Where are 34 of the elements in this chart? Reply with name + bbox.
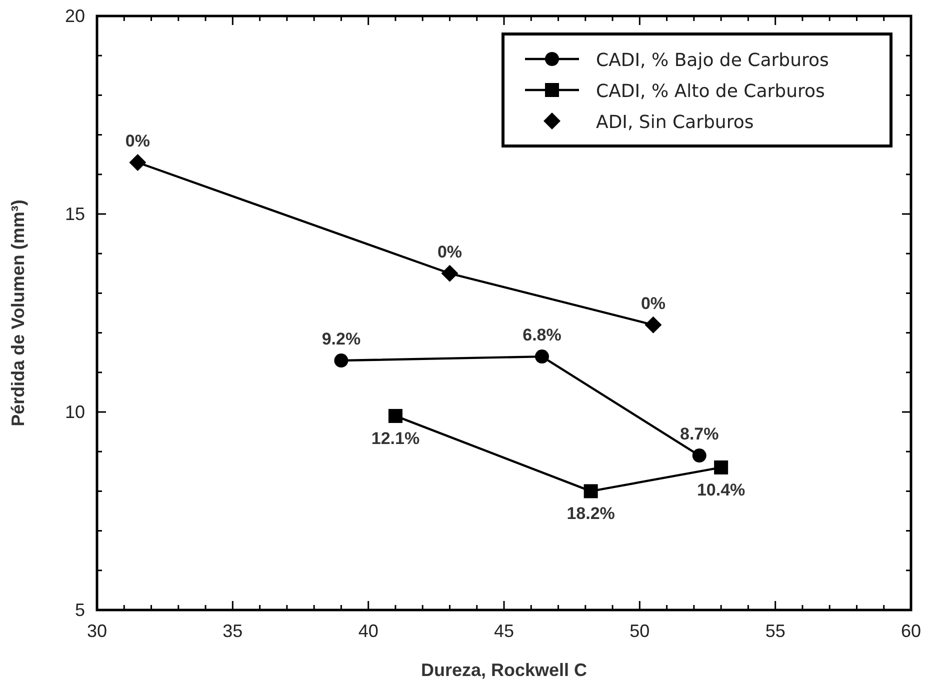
- x-tick-label: 60: [900, 621, 922, 641]
- annotation: 10.4%: [696, 480, 746, 500]
- x-tick-label: 50: [630, 621, 650, 641]
- point: [584, 484, 598, 498]
- point: [129, 154, 146, 172]
- point: [692, 448, 706, 463]
- annotation: 8.7%: [680, 424, 719, 444]
- point: [714, 460, 728, 474]
- x-tick-label: 55: [765, 621, 786, 641]
- annotation: 12.1%: [371, 428, 420, 448]
- y-tick-label: 20: [64, 6, 85, 26]
- y-axis-title: Pérdida de Volumen (mm³): [8, 200, 28, 426]
- x-tick-label: 45: [494, 621, 514, 641]
- x-axis-title: Dureza, Rockwell C: [420, 660, 588, 680]
- annotation: 0%: [437, 242, 462, 262]
- y-tick-label: 15: [64, 204, 85, 224]
- point: [441, 264, 458, 282]
- annotation: 18.2%: [566, 504, 615, 524]
- x-tick-label: 30: [86, 621, 108, 641]
- annotation: 0%: [640, 294, 666, 313]
- y-tick-label: 10: [64, 402, 85, 422]
- point: [534, 350, 549, 364]
- point: [388, 408, 402, 423]
- x-tick-label: 40: [358, 621, 378, 641]
- point: [334, 354, 348, 368]
- x-tick-label: 35: [222, 621, 243, 641]
- point: [644, 316, 662, 334]
- legend-label: CADI, % Bajo de Carburos: [596, 50, 829, 71]
- annotation: 6.8%: [522, 326, 562, 345]
- annotation: 0%: [125, 132, 150, 151]
- y-tick-label: 5: [74, 600, 85, 620]
- legend-label: ADI, Sin Carburos: [596, 112, 754, 133]
- annotation: 9.2%: [322, 330, 361, 349]
- legend-label: CADI, % Alto de Carburos: [596, 81, 825, 102]
